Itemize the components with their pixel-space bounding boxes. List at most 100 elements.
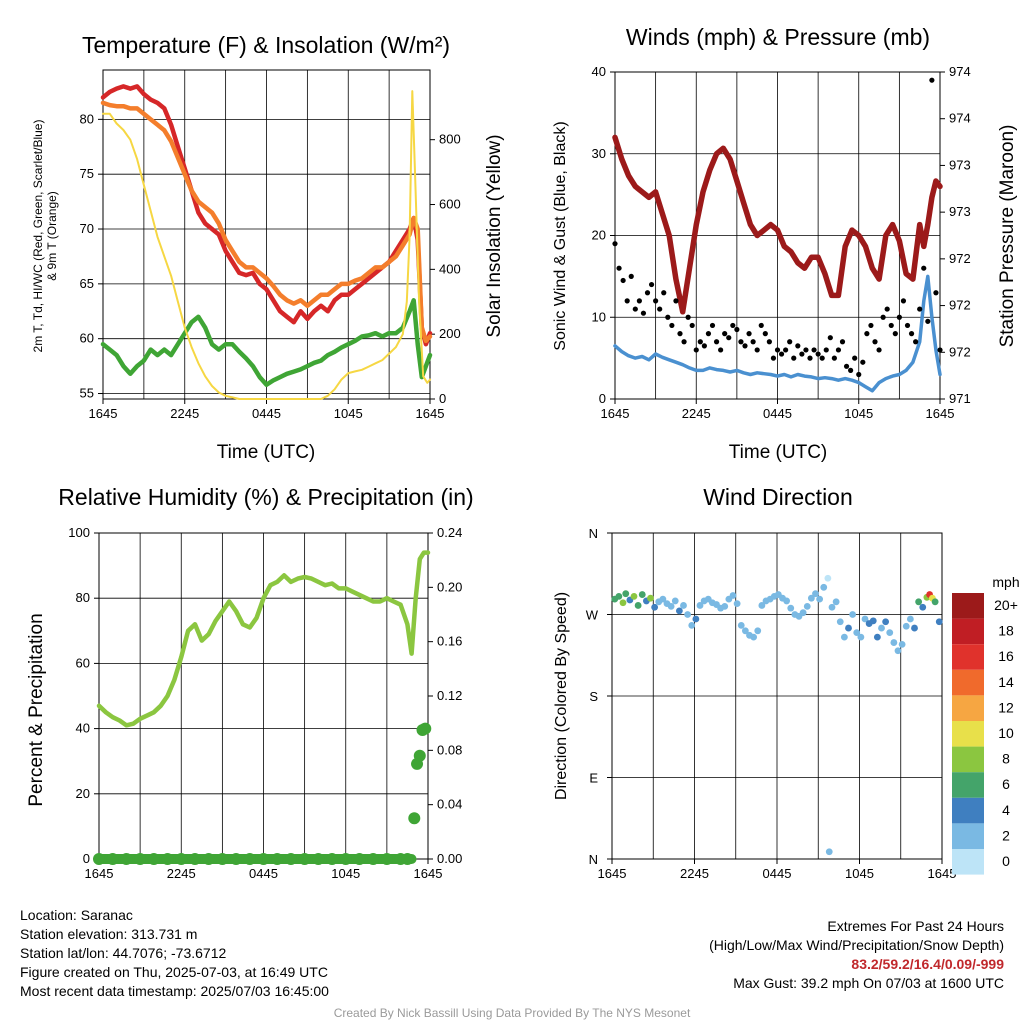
- gust-point: [823, 347, 829, 353]
- direction-point: [619, 599, 627, 607]
- legend-swatch: [952, 695, 984, 721]
- gust-point: [888, 322, 894, 329]
- y-right-tick-label: 200: [439, 326, 461, 341]
- direction-point: [915, 598, 923, 606]
- direction-point: [615, 592, 623, 600]
- y-right-tick-label: 973: [949, 204, 971, 219]
- direction-point: [803, 602, 811, 610]
- legend-label: 8: [1002, 751, 1010, 767]
- x-tick-label: 0445: [249, 866, 278, 881]
- gust-point: [904, 322, 911, 329]
- legend-swatch: [952, 721, 984, 747]
- gust-point: [774, 347, 781, 353]
- precip-point: [147, 853, 160, 865]
- legend-label: 6: [1002, 776, 1010, 792]
- y-right-tick-label: 0.00: [437, 851, 462, 866]
- direction-point: [861, 615, 869, 623]
- gust-point: [921, 265, 927, 271]
- gust-point: [937, 347, 943, 353]
- direction-point: [696, 602, 704, 609]
- meteogram-canvas: Temperature (F) & Insolation (W/m²) 1645 2…: [26, 24, 1020, 881]
- direction-point: [911, 624, 918, 632]
- panel-title: Temperature (F) & Insolation (W/m²): [82, 32, 450, 58]
- created-text: Figure created on Thu, 2025-07-03, at 16…: [20, 964, 328, 980]
- direction-point: [684, 611, 692, 618]
- direction-point: [671, 597, 679, 605]
- precip-point: [230, 853, 243, 865]
- legend-label: 12: [998, 699, 1014, 715]
- gust-point: [665, 314, 671, 320]
- legend-swatch: [952, 772, 984, 798]
- direction-point: [688, 621, 696, 629]
- precip-point: [161, 853, 174, 865]
- precip-point: [93, 853, 105, 865]
- legend-swatch: [952, 849, 984, 875]
- panel-title: Relative Humidity (%) & Precipitation (i…: [58, 484, 473, 510]
- direction-point: [890, 639, 898, 646]
- direction-point: [919, 603, 927, 611]
- recent-text: Most recent data timestamp: 2025/07/03 1…: [20, 983, 329, 999]
- y-tick-label: 10: [592, 309, 606, 324]
- x-tick-label: 1045: [845, 866, 874, 881]
- direction-point: [733, 600, 741, 608]
- gust-point: [722, 331, 728, 337]
- precip-point: [380, 853, 393, 865]
- legend-swatch: [952, 797, 984, 824]
- direction-point: [878, 624, 885, 632]
- gust-point: [616, 265, 622, 271]
- gust-point: [783, 347, 789, 353]
- direction-point: [799, 609, 807, 617]
- gust-point: [868, 322, 874, 329]
- y-tick-label: 55: [80, 386, 94, 401]
- y-right-tick-label: 973: [949, 157, 971, 172]
- gust-point: [628, 273, 634, 279]
- gust-point: [705, 331, 712, 337]
- gust-point: [913, 339, 919, 345]
- direction-point: [820, 583, 828, 591]
- gust-point: [872, 339, 878, 345]
- gust-point: [848, 367, 854, 373]
- direction-point: [836, 618, 844, 626]
- max-gust-text: Max Gust: 39.2 mph On 07/03 at 1600 UTC: [733, 975, 1004, 991]
- panel-title: Winds (mph) & Pressure (mb): [626, 24, 930, 50]
- elevation-text: Station elevation: 313.731 m: [20, 926, 198, 942]
- gust-point: [677, 331, 683, 337]
- precip-point: [419, 722, 432, 735]
- gust-point: [896, 314, 902, 320]
- direction-point: [647, 594, 654, 602]
- direction-point: [906, 615, 914, 623]
- gust-point: [632, 306, 638, 312]
- direction-point: [741, 627, 749, 635]
- gust-point: [726, 335, 732, 341]
- gust-point: [791, 355, 797, 361]
- precip-point: [339, 853, 352, 865]
- legend-label: 14: [998, 674, 1014, 690]
- y-right-tick-label: 972: [949, 344, 971, 359]
- y-right-axis-label: Station Pressure (Maroon): [997, 125, 1018, 348]
- direction-point: [807, 594, 815, 602]
- gust-point: [795, 343, 801, 349]
- gust-point: [811, 347, 817, 353]
- direction-point: [758, 602, 766, 609]
- y-tick-label: S: [589, 689, 598, 704]
- direction-point: [845, 624, 852, 632]
- direction-point: [902, 622, 910, 630]
- direction-point: [638, 591, 646, 598]
- gust-point: [685, 314, 691, 320]
- y-right-tick-label: 0.12: [437, 688, 462, 703]
- gust-point: [673, 298, 679, 304]
- direction-point: [869, 617, 877, 625]
- gust-point: [697, 339, 703, 345]
- gust-point: [653, 298, 659, 304]
- wind-series-line: [613, 274, 942, 393]
- y-tick-label: N: [589, 526, 598, 541]
- y-tick-label: 65: [80, 276, 94, 291]
- gust-point: [718, 347, 724, 353]
- gust-point: [738, 339, 744, 345]
- y-tick-label: E: [589, 771, 598, 786]
- gust-point: [693, 347, 699, 353]
- direction-point: [783, 597, 791, 605]
- direction-point: [886, 629, 894, 637]
- precip-point: [257, 853, 270, 865]
- precip-point: [312, 853, 325, 865]
